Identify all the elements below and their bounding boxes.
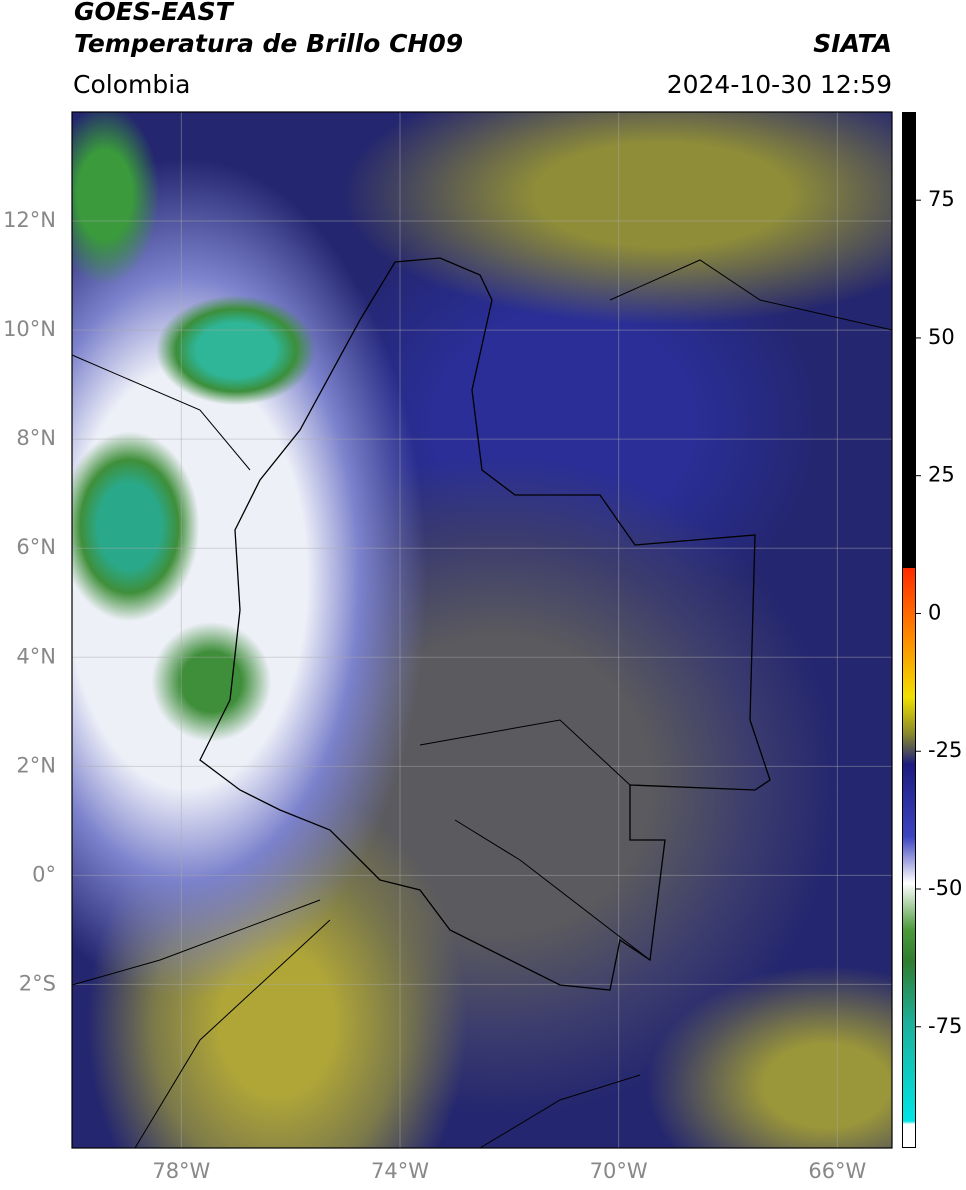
lon-label: 66°W bbox=[808, 1159, 866, 1183]
map-frame bbox=[71, 111, 893, 1149]
lon-label: 74°W bbox=[371, 1159, 429, 1183]
brand: SIATA bbox=[813, 29, 892, 58]
lat-label: 6°N bbox=[16, 535, 56, 559]
lat-label: 4°N bbox=[16, 644, 56, 668]
border-lines bbox=[71, 259, 893, 1149]
lat-label: 2°S bbox=[19, 971, 56, 995]
colorbar-label: 75 bbox=[928, 187, 955, 211]
title: GOES-EAST bbox=[74, 0, 235, 26]
colorbar-label: -75 bbox=[928, 1014, 962, 1038]
lat-label: 2°N bbox=[16, 753, 56, 777]
colorbar-label: -50 bbox=[928, 876, 962, 900]
colorbar bbox=[902, 112, 916, 1148]
colorbar-label: -25 bbox=[928, 738, 962, 762]
satellite-image bbox=[72, 112, 892, 1148]
subtitle: Temperatura de Brillo CH09 bbox=[74, 29, 463, 58]
country-border bbox=[199, 257, 771, 991]
lat-label: 12°N bbox=[3, 208, 56, 232]
region: Colombia bbox=[73, 70, 190, 99]
lon-label: 78°W bbox=[152, 1159, 210, 1183]
lon-label: 70°W bbox=[590, 1159, 648, 1183]
lat-label: 8°N bbox=[16, 426, 56, 450]
colorbar-label: 25 bbox=[928, 463, 955, 487]
datetime: 2024-10-30 12:59 bbox=[667, 70, 892, 99]
colorbar-label: 50 bbox=[928, 325, 955, 349]
colorbar-label: 0 bbox=[928, 600, 941, 624]
lat-label: 10°N bbox=[3, 317, 56, 341]
lat-label: 0° bbox=[32, 862, 56, 886]
